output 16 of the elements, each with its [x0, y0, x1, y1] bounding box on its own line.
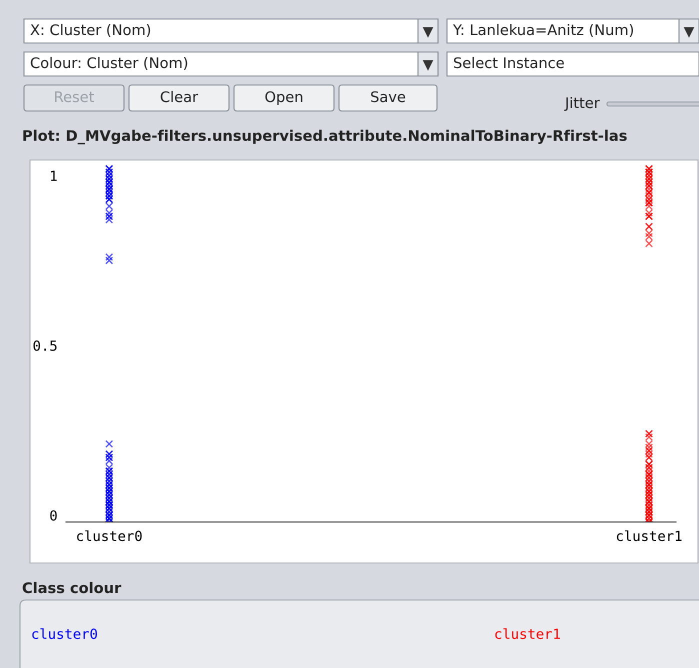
text: Jitter [564, 96, 600, 111]
text: Select Instance [454, 56, 564, 68]
text: Reset [55, 91, 94, 102]
chart-title: Plot: D_MVgabe-filters.unsupervised.attribute.NominalToBinary-Rfirst-las [23, 130, 627, 144]
y-tick-label: 0.5 [33, 340, 57, 351]
text: cluster0 [32, 628, 97, 640]
text: X: Cluster (Nom) [30, 24, 150, 37]
y-tick-label: 0 [50, 510, 57, 521]
text: Colour: Cluster (Nom) [30, 56, 188, 70]
text: Save [371, 91, 406, 102]
legend-title: Class colour [22, 582, 122, 594]
y-tick-label: 1 [50, 170, 57, 181]
text: cluster1 [495, 628, 560, 640]
text: Open [265, 91, 302, 106]
text: Clear [160, 90, 198, 102]
text: Y: Lanlekua=Anitz (Num) [452, 24, 634, 37]
